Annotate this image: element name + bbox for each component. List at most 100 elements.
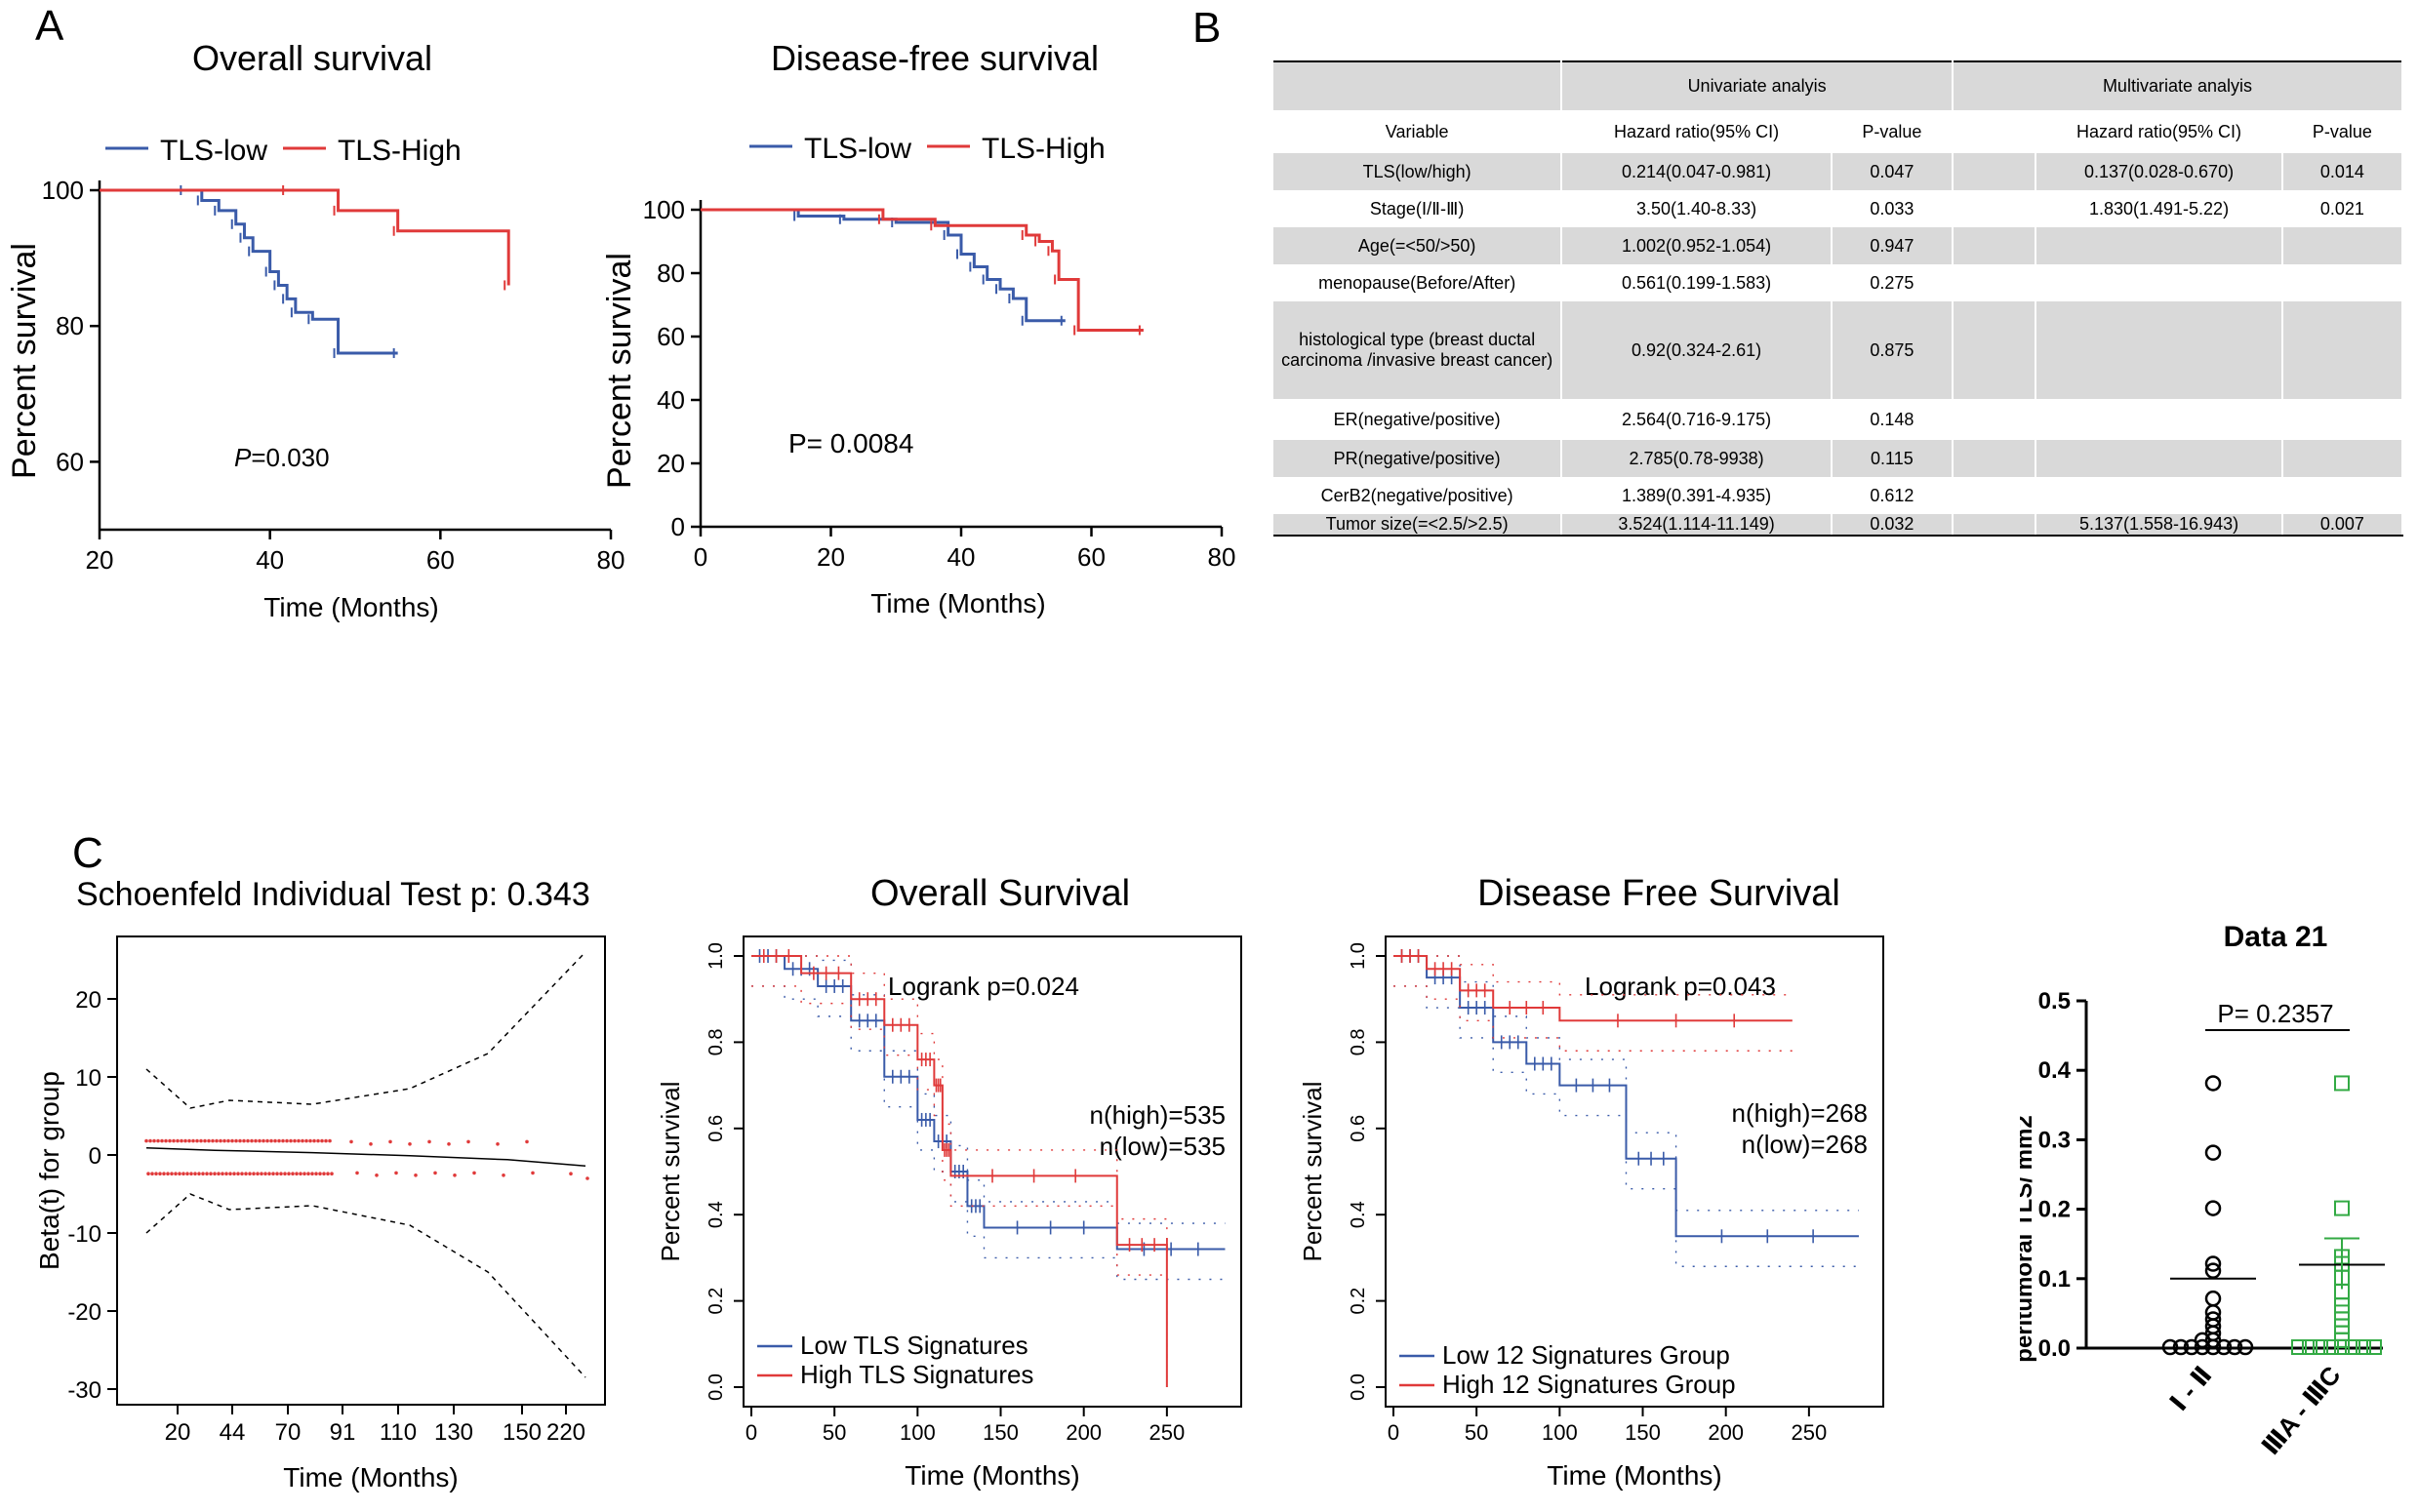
residual-point <box>299 1172 302 1175</box>
residual-point <box>453 1174 457 1177</box>
residual-point <box>209 1172 213 1175</box>
table-row: menopause(Before/After) 0.561(0.199-1.583… <box>1273 264 2404 301</box>
p-value-annotation: P=0.030 <box>234 443 330 472</box>
residual-point <box>222 1138 226 1143</box>
table-row: histological type (breast ductal carcino… <box>1273 301 2404 399</box>
chart-title: Schoenfeld Individual Test p: 0.343 <box>76 876 590 913</box>
y-tick-label: 100 <box>42 176 84 205</box>
data-point <box>2366 1339 2382 1355</box>
chart-title: Disease-free survival <box>771 39 1099 78</box>
residual-point <box>242 1138 246 1143</box>
residual-point <box>150 1172 154 1175</box>
legend-label: Low TLS Signatures <box>800 1331 1028 1360</box>
confidence-band <box>145 951 586 1109</box>
residual-point <box>213 1172 217 1175</box>
residual-point <box>176 1138 180 1143</box>
residual-point <box>248 1172 252 1175</box>
residual-point <box>310 1172 314 1175</box>
table-cell: 0.561(0.199-1.583) <box>1561 264 1833 301</box>
residual-point <box>330 1172 334 1175</box>
y-tick-label: 0 <box>89 1143 101 1170</box>
x-tick-label: 150 <box>1625 1420 1661 1445</box>
y-tick-label: 80 <box>56 311 84 340</box>
residual-point <box>158 1172 162 1175</box>
table-cell: 0.115 <box>1831 440 1954 477</box>
residual-point <box>207 1138 211 1143</box>
residual-point <box>271 1172 275 1175</box>
table-cell: 1.002(0.952-1.054) <box>1561 227 1833 264</box>
residual-point <box>205 1172 209 1175</box>
y-tick-label: 0.8 <box>705 1028 727 1055</box>
legend-label: TLS-High <box>982 133 1106 165</box>
survival-curve-low <box>100 188 398 355</box>
plot-frame <box>1385 935 1884 1408</box>
chart-title: Data 21 <box>2224 921 2328 953</box>
table-cell <box>2035 440 2283 477</box>
y-tick-label: 0 <box>671 512 685 541</box>
y-tick-label: 0.4 <box>705 1201 727 1228</box>
table-cell: PR(negative/positive) <box>1273 440 1563 477</box>
y-tick-label: -10 <box>67 1221 101 1248</box>
legend-label: Low 12 Signatures Group <box>1442 1340 1730 1370</box>
residual-point <box>301 1138 304 1143</box>
x-tick-label: 0 <box>746 1420 757 1445</box>
y-tick-label: 0.6 <box>705 1115 727 1142</box>
p-value-annotation: P= 0.0084 <box>788 428 913 458</box>
y-tick-label: 0.0 <box>705 1373 727 1401</box>
residual-point <box>195 1138 199 1143</box>
residual-point <box>273 1138 277 1143</box>
table-cell: 0.033 <box>1831 190 1954 227</box>
residual-point <box>569 1172 573 1175</box>
residual-point <box>287 1172 291 1175</box>
data-point <box>2204 1290 2222 1307</box>
table-cell: 0.047 <box>1831 153 1954 190</box>
y-tick-label: 0.2 <box>2038 1197 2071 1223</box>
chart-schoenfeld: Schoenfeld Individual Test p: 0.343 -30 -2… <box>34 876 606 1492</box>
residual-point <box>236 1172 240 1175</box>
x-tick-label: 250 <box>1149 1420 1186 1445</box>
residual-point <box>289 1138 293 1143</box>
p-value-annotation: P= 0.2357 <box>2217 999 2333 1028</box>
table-group-header: Univariate analyis <box>1561 60 1954 110</box>
table-cell <box>1952 477 2037 514</box>
table-cell <box>2281 477 2404 514</box>
y-tick-label: 0.5 <box>2038 988 2071 1015</box>
table-cell: TLS(low/high) <box>1273 153 1563 190</box>
x-tick-label: 220 <box>546 1419 585 1446</box>
x-tick-label: ⅢA - ⅢC <box>2256 1360 2347 1460</box>
survival-curve-high <box>100 188 510 286</box>
residual-point <box>211 1138 215 1143</box>
data-point <box>2345 1339 2360 1355</box>
residual-point <box>221 1172 224 1175</box>
table-cell: 0.275 <box>1831 264 1954 301</box>
residual-point <box>265 1138 269 1143</box>
y-axis-label: peritumoral TLS/ mm2 <box>2020 1115 2037 1362</box>
x-tick-label: 50 <box>823 1420 846 1445</box>
residual-point <box>285 1138 289 1143</box>
chart-overall-survival-c: Overall Survival 0.0 0.2 0.4 0.6 0.8 1.0 0 50 100… <box>656 873 1242 1491</box>
data-point <box>2302 1339 2317 1355</box>
y-tick-label: 10 <box>75 1065 101 1092</box>
residual-point <box>215 1138 219 1143</box>
x-tick-label: 100 <box>1542 1420 1578 1445</box>
residual-point <box>258 1138 262 1143</box>
n-annotation: n(low)=268 <box>1742 1130 1868 1159</box>
confidence-interval <box>751 985 1168 1387</box>
table-cell <box>2035 227 2283 264</box>
residual-point <box>185 1172 189 1175</box>
confidence-interval <box>1393 955 1859 1212</box>
table-cell <box>2035 264 2283 301</box>
residual-point <box>414 1174 418 1177</box>
legend-label: TLS-low <box>160 135 267 167</box>
residual-point <box>297 1138 301 1143</box>
residual-point <box>219 1138 222 1143</box>
y-tick-label: 0.0 <box>2038 1335 2071 1362</box>
table-row: Tumor size(=<2.5/>2.5) 3.524(1.114-11.149… <box>1273 514 2404 537</box>
table-cell: 0.032 <box>1831 514 1954 537</box>
x-tick-label: 20 <box>165 1419 191 1446</box>
x-tick-label: 70 <box>275 1419 302 1446</box>
residual-point <box>191 1138 195 1143</box>
table-cell <box>2035 477 2283 514</box>
residual-point <box>260 1172 263 1175</box>
x-axis-label: Time (Months) <box>263 592 438 622</box>
